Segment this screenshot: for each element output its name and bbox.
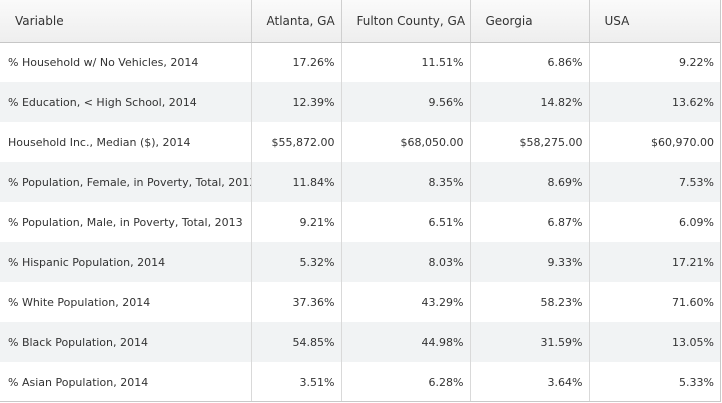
fulton-county-value-cell: 9.56% — [341, 82, 471, 122]
usa-value-cell: 5.33% — [589, 362, 720, 401]
usa-value-cell: $60,970.00 — [589, 122, 720, 162]
fulton-county-value-cell: 43.29% — [341, 282, 471, 322]
atlanta-value-cell: 5.32% — [251, 242, 342, 282]
georgia-value-cell: 8.69% — [470, 162, 590, 202]
atlanta-value-cell: 11.84% — [251, 162, 342, 202]
column-header-atlanta[interactable]: Atlanta, GA — [251, 0, 342, 43]
atlanta-value-cell: 12.39% — [251, 82, 342, 122]
georgia-value-cell: $58,275.00 — [470, 122, 590, 162]
usa-value-cell: 13.05% — [589, 322, 720, 362]
atlanta-value-cell: $55,872.00 — [251, 122, 342, 162]
usa-value-cell: 17.21% — [589, 242, 720, 282]
georgia-value-cell: 3.64% — [470, 362, 590, 401]
table-body: % Household w/ No Vehicles, 2014 17.26% … — [0, 42, 720, 401]
atlanta-value-cell: 37.36% — [251, 282, 342, 322]
usa-value-cell: 9.22% — [589, 42, 720, 82]
georgia-value-cell: 31.59% — [470, 322, 590, 362]
georgia-value-cell: 9.33% — [470, 242, 590, 282]
column-header-fulton-county[interactable]: Fulton County, GA — [341, 0, 471, 43]
table-row: % Hispanic Population, 2014 5.32% 8.03% … — [0, 242, 720, 282]
table-row: % Population, Male, in Poverty, Total, 2… — [0, 202, 720, 242]
usa-value-cell: 13.62% — [589, 82, 720, 122]
variable-cell: % Asian Population, 2014 — [0, 362, 252, 401]
georgia-value-cell: 6.86% — [470, 42, 590, 82]
fulton-county-value-cell: 8.03% — [341, 242, 471, 282]
fulton-county-value-cell: $68,050.00 — [341, 122, 471, 162]
fulton-county-value-cell: 6.51% — [341, 202, 471, 242]
table-row: % Black Population, 2014 54.85% 44.98% 3… — [0, 322, 720, 362]
atlanta-value-cell: 9.21% — [251, 202, 342, 242]
variable-cell: Household Inc., Median ($), 2014 — [0, 122, 252, 162]
table-row: % White Population, 2014 37.36% 43.29% 5… — [0, 282, 720, 322]
fulton-county-value-cell: 11.51% — [341, 42, 471, 82]
variable-cell: % Education, < High School, 2014 — [0, 82, 252, 122]
column-header-variable[interactable]: Variable — [0, 0, 252, 43]
variable-cell: % White Population, 2014 — [0, 282, 252, 322]
table-header: Variable Atlanta, GA Fulton County, GA G… — [0, 0, 720, 43]
table-row: Household Inc., Median ($), 2014 $55,872… — [0, 122, 720, 162]
variable-cell: % Population, Female, in Poverty, Total,… — [0, 162, 252, 202]
atlanta-value-cell: 17.26% — [251, 42, 342, 82]
georgia-value-cell: 58.23% — [470, 282, 590, 322]
atlanta-value-cell: 3.51% — [251, 362, 342, 401]
usa-value-cell: 7.53% — [589, 162, 720, 202]
header-row: Variable Atlanta, GA Fulton County, GA G… — [0, 0, 720, 43]
atlanta-value-cell: 54.85% — [251, 322, 342, 362]
variable-cell: % Black Population, 2014 — [0, 322, 252, 362]
georgia-value-cell: 14.82% — [470, 82, 590, 122]
variable-cell: % Population, Male, in Poverty, Total, 2… — [0, 202, 252, 242]
column-header-georgia[interactable]: Georgia — [470, 0, 590, 43]
fulton-county-value-cell: 44.98% — [341, 322, 471, 362]
table-row: % Education, < High School, 2014 12.39% … — [0, 82, 720, 122]
fulton-county-value-cell: 8.35% — [341, 162, 471, 202]
table-row: % Population, Female, in Poverty, Total,… — [0, 162, 720, 202]
usa-value-cell: 6.09% — [589, 202, 720, 242]
variable-cell: % Hispanic Population, 2014 — [0, 242, 252, 282]
table-row: % Household w/ No Vehicles, 2014 17.26% … — [0, 42, 720, 82]
georgia-value-cell: 6.87% — [470, 202, 590, 242]
variable-cell: % Household w/ No Vehicles, 2014 — [0, 42, 252, 82]
column-header-usa[interactable]: USA — [589, 0, 720, 43]
table-row: % Asian Population, 2014 3.51% 6.28% 3.6… — [0, 362, 720, 401]
fulton-county-value-cell: 6.28% — [341, 362, 471, 401]
usa-value-cell: 71.60% — [589, 282, 720, 322]
